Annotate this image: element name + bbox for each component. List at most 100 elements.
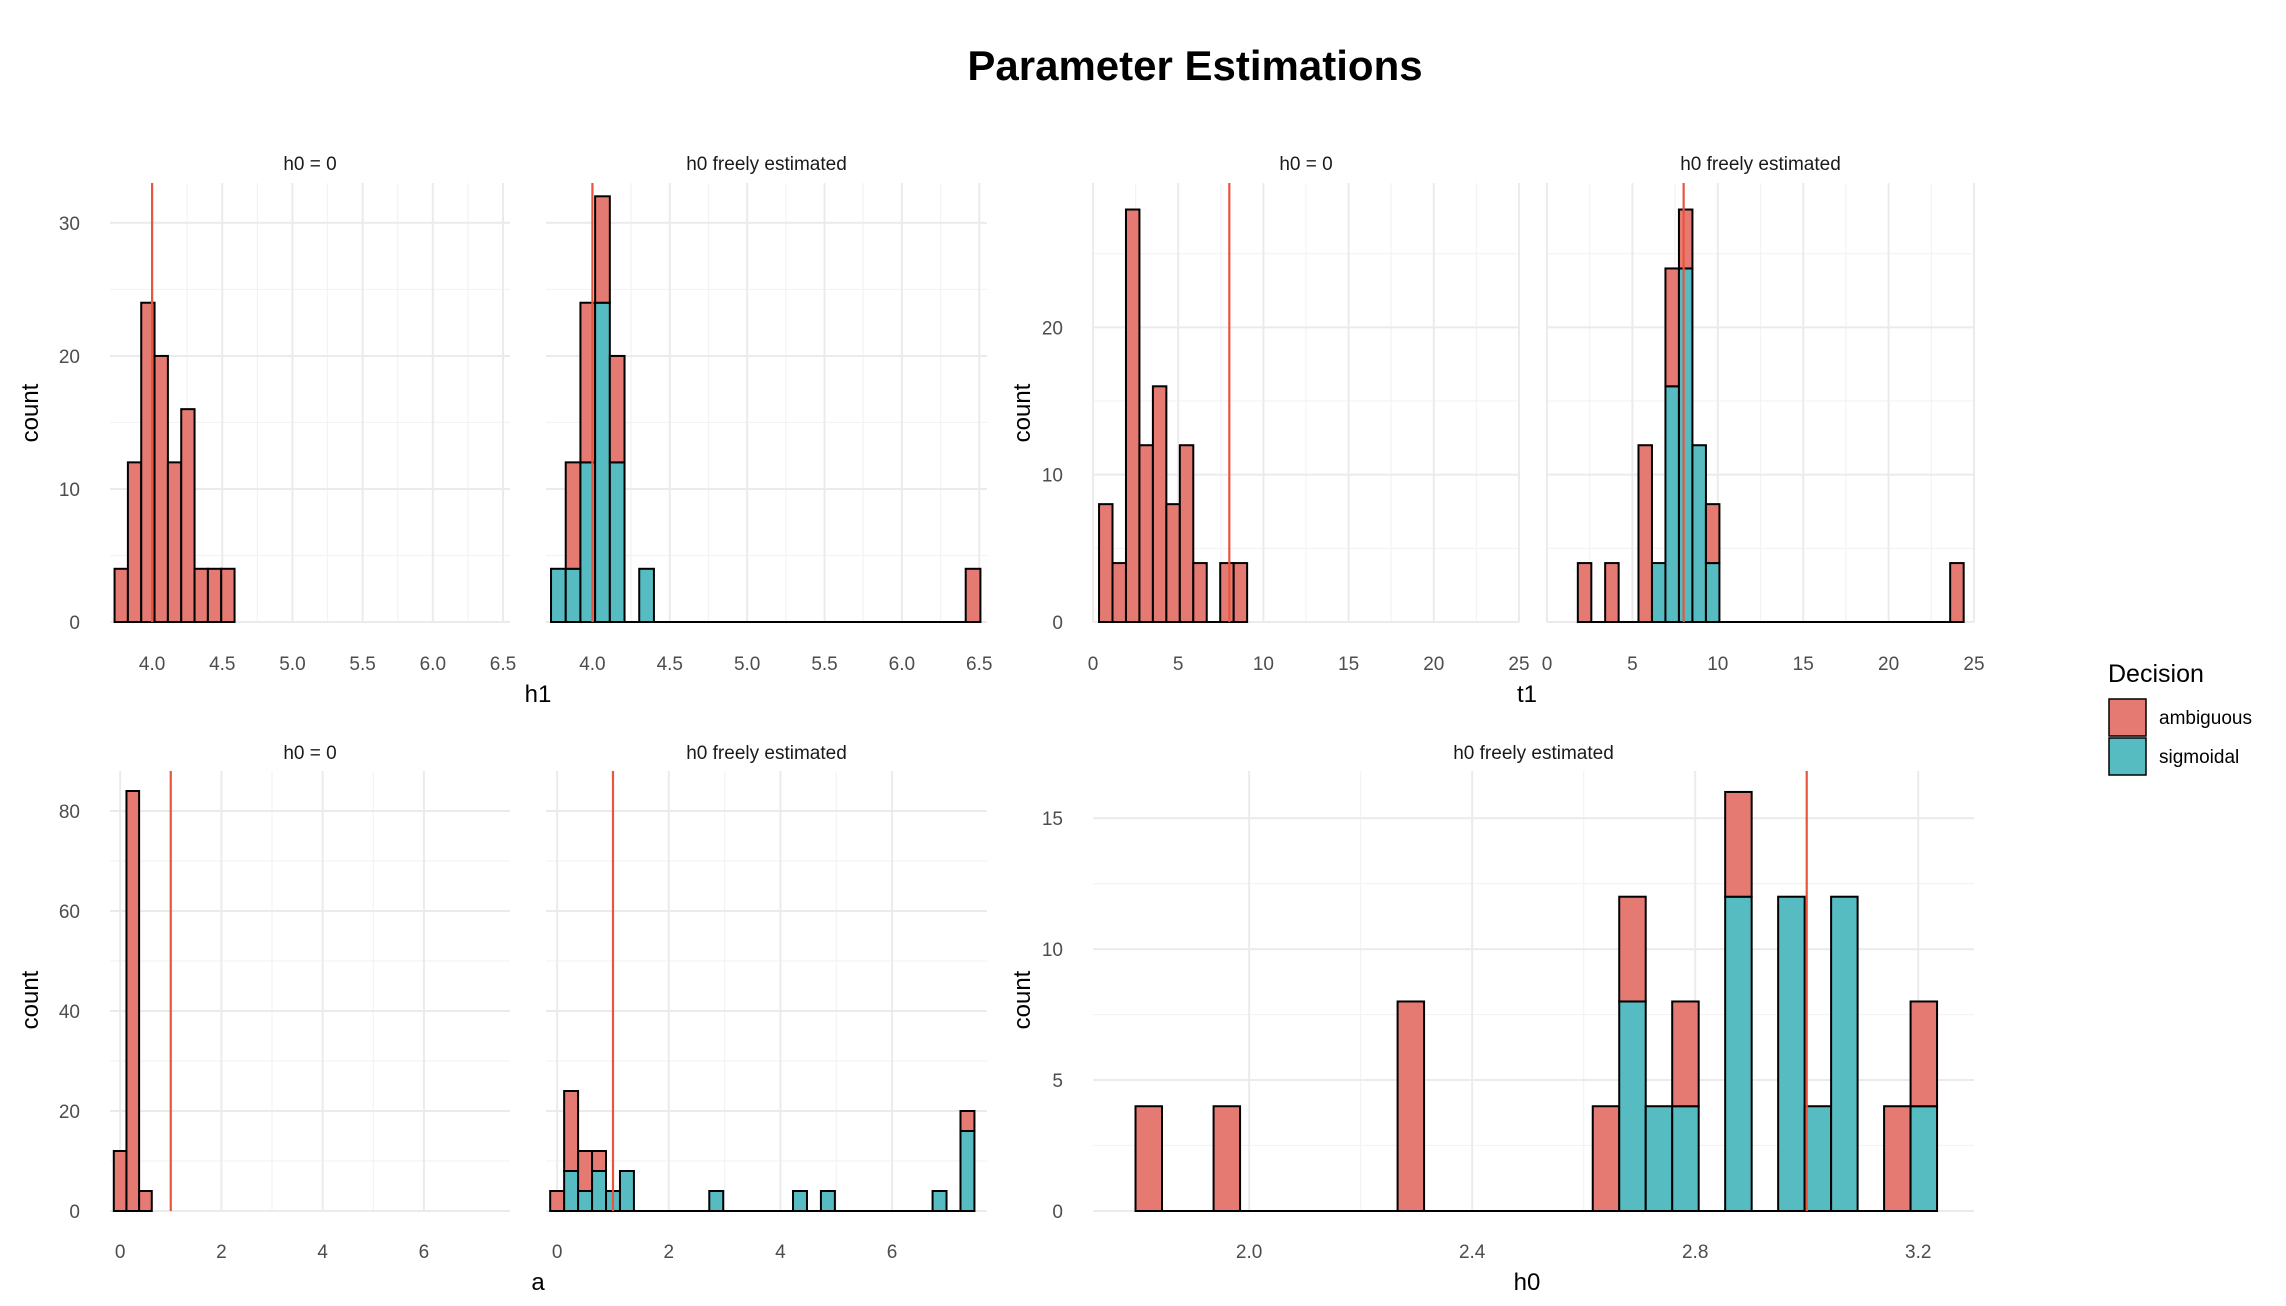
- bar-sigmoidal: [1677, 267, 1694, 623]
- bar-ambiguous: [220, 567, 236, 624]
- bar-ambiguous: [1604, 562, 1620, 624]
- bar-sigmoidal: [577, 1190, 594, 1212]
- x-tick-label: 20: [1878, 654, 1899, 675]
- decision-legend: Decision ambiguous sigmoidal: [2108, 660, 2252, 776]
- facet-strip-label: h0 = 0: [283, 743, 336, 764]
- y-tick-label: 10: [1042, 940, 1063, 961]
- bar-sigmoidal: [563, 1170, 580, 1212]
- y-tick-label: 15: [1042, 809, 1063, 830]
- y-tick-label: 20: [1042, 318, 1063, 339]
- bar-sigmoidal: [1671, 1105, 1700, 1212]
- bar-ambiguous: [1396, 1000, 1426, 1212]
- y-tick-label: 20: [59, 347, 80, 368]
- bar-ambiguous: [125, 790, 141, 1212]
- x-axis-title: a: [531, 1269, 545, 1296]
- x-tick-label: 5: [1173, 654, 1184, 675]
- facet-panel: h0 freely estimated 0 2 4 6: [546, 743, 987, 1263]
- bar-sigmoidal: [1691, 444, 1707, 623]
- legend-swatch-ambiguous: [2108, 698, 2147, 737]
- y-tick-label: 20: [59, 1102, 80, 1123]
- bar-ambiguous: [1883, 1105, 1912, 1212]
- bar-sigmoidal: [1830, 895, 1859, 1212]
- bar-ambiguous: [1111, 562, 1127, 624]
- bar-ambiguous: [594, 195, 611, 304]
- y-tick-label: 80: [59, 802, 80, 823]
- y-tick-label: 0: [1052, 613, 1063, 634]
- legend-title: Decision: [2108, 660, 2204, 688]
- x-tick-label: 0: [1542, 654, 1553, 675]
- bar-ambiguous: [1637, 444, 1653, 623]
- bar-ambiguous: [591, 1150, 608, 1172]
- y-tick-label: 0: [69, 613, 80, 634]
- x-tick-label: 10: [1707, 654, 1728, 675]
- bar-sigmoidal: [708, 1190, 725, 1212]
- bar-sigmoidal: [959, 1130, 976, 1212]
- facet-panel: h0 freely estimated 4.0 4.5 5.0 5.5 6.0 6.5: [546, 154, 992, 675]
- bar-sigmoidal: [564, 567, 582, 624]
- y-tick-label: 0: [1052, 1202, 1063, 1223]
- bar-ambiguous: [1591, 1105, 1621, 1212]
- bar-ambiguous: [1138, 444, 1154, 623]
- y-tick-label: 5: [1052, 1071, 1063, 1092]
- bar-sigmoidal: [550, 567, 567, 624]
- facet-panel: h0 = 0 4.0 4.5 5.0 5.5 6.0 6.5 0 10 20 30: [59, 154, 516, 675]
- bar-ambiguous: [1664, 267, 1680, 388]
- bar-sigmoidal: [1777, 895, 1806, 1212]
- x-tick-label: 10: [1253, 654, 1274, 675]
- bar-sigmoidal: [608, 461, 626, 624]
- bar-ambiguous: [112, 1150, 128, 1212]
- x-tick-label: 0: [115, 1242, 126, 1263]
- x-tick-label: 6: [887, 1242, 898, 1263]
- bar-sigmoidal: [618, 1170, 635, 1212]
- facet-strip-label: h0 freely estimated: [1680, 154, 1841, 175]
- x-tick-label: 25: [1508, 654, 1529, 675]
- bar-ambiguous: [1618, 895, 1647, 1003]
- bar-sigmoidal: [1664, 385, 1680, 623]
- chart-main-title: Parameter Estimations: [967, 42, 1423, 89]
- x-tick-label: 2.8: [1682, 1242, 1708, 1263]
- bar-ambiguous: [1134, 1105, 1164, 1212]
- x-tick-label: 2.4: [1459, 1242, 1486, 1263]
- x-tick-label: 25: [1963, 654, 1984, 675]
- facet-panel: h0 freely estimated 2.0 2.4 2.8 3.2 0 5 10 15: [1042, 743, 1974, 1263]
- x-tick-label: 4.0: [139, 654, 165, 675]
- facet-panel: h0 = 0 0 5 10 15 20 25 0 10 20: [1042, 154, 1530, 675]
- bar-ambiguous: [166, 461, 183, 624]
- y-tick-label: 0: [69, 1202, 80, 1223]
- x-axis-title: h1: [525, 681, 552, 708]
- facet-strip-label: h0 freely estimated: [1453, 743, 1614, 764]
- bar-ambiguous: [1165, 503, 1181, 623]
- bar-sigmoidal: [1803, 1105, 1833, 1212]
- y-axis-title: count: [1009, 383, 1036, 442]
- x-tick-label: 6: [419, 1242, 430, 1263]
- bar-ambiguous: [563, 1090, 580, 1172]
- bar-ambiguous: [1098, 503, 1114, 623]
- bar-ambiguous: [549, 1190, 566, 1212]
- bar-sigmoidal: [1650, 562, 1667, 624]
- bar-ambiguous: [1909, 1000, 1939, 1108]
- x-tick-label: 2: [664, 1242, 675, 1263]
- bar-sigmoidal: [1644, 1105, 1674, 1212]
- x-tick-label: 0: [1088, 654, 1099, 675]
- bar-ambiguous: [1949, 562, 1965, 624]
- legend-label-ambiguous: ambiguous: [2159, 708, 2252, 729]
- bar-ambiguous: [126, 461, 143, 624]
- bar-sigmoidal: [1909, 1105, 1939, 1212]
- x-tick-label: 5.5: [811, 654, 837, 675]
- x-tick-label: 20: [1423, 654, 1444, 675]
- x-tick-label: 6.0: [889, 654, 915, 675]
- bar-ambiguous: [959, 1110, 976, 1132]
- x-tick-label: 6.5: [966, 654, 992, 675]
- bar-ambiguous: [180, 408, 196, 623]
- x-tick-label: 15: [1338, 654, 1359, 675]
- y-axis-title: count: [17, 970, 44, 1029]
- bar-ambiguous: [1178, 444, 1195, 623]
- bar-ambiguous: [1151, 385, 1168, 623]
- bar-sigmoidal: [819, 1190, 836, 1212]
- x-tick-label: 4: [775, 1242, 786, 1263]
- facet-strip-label: h0 freely estimated: [686, 154, 847, 175]
